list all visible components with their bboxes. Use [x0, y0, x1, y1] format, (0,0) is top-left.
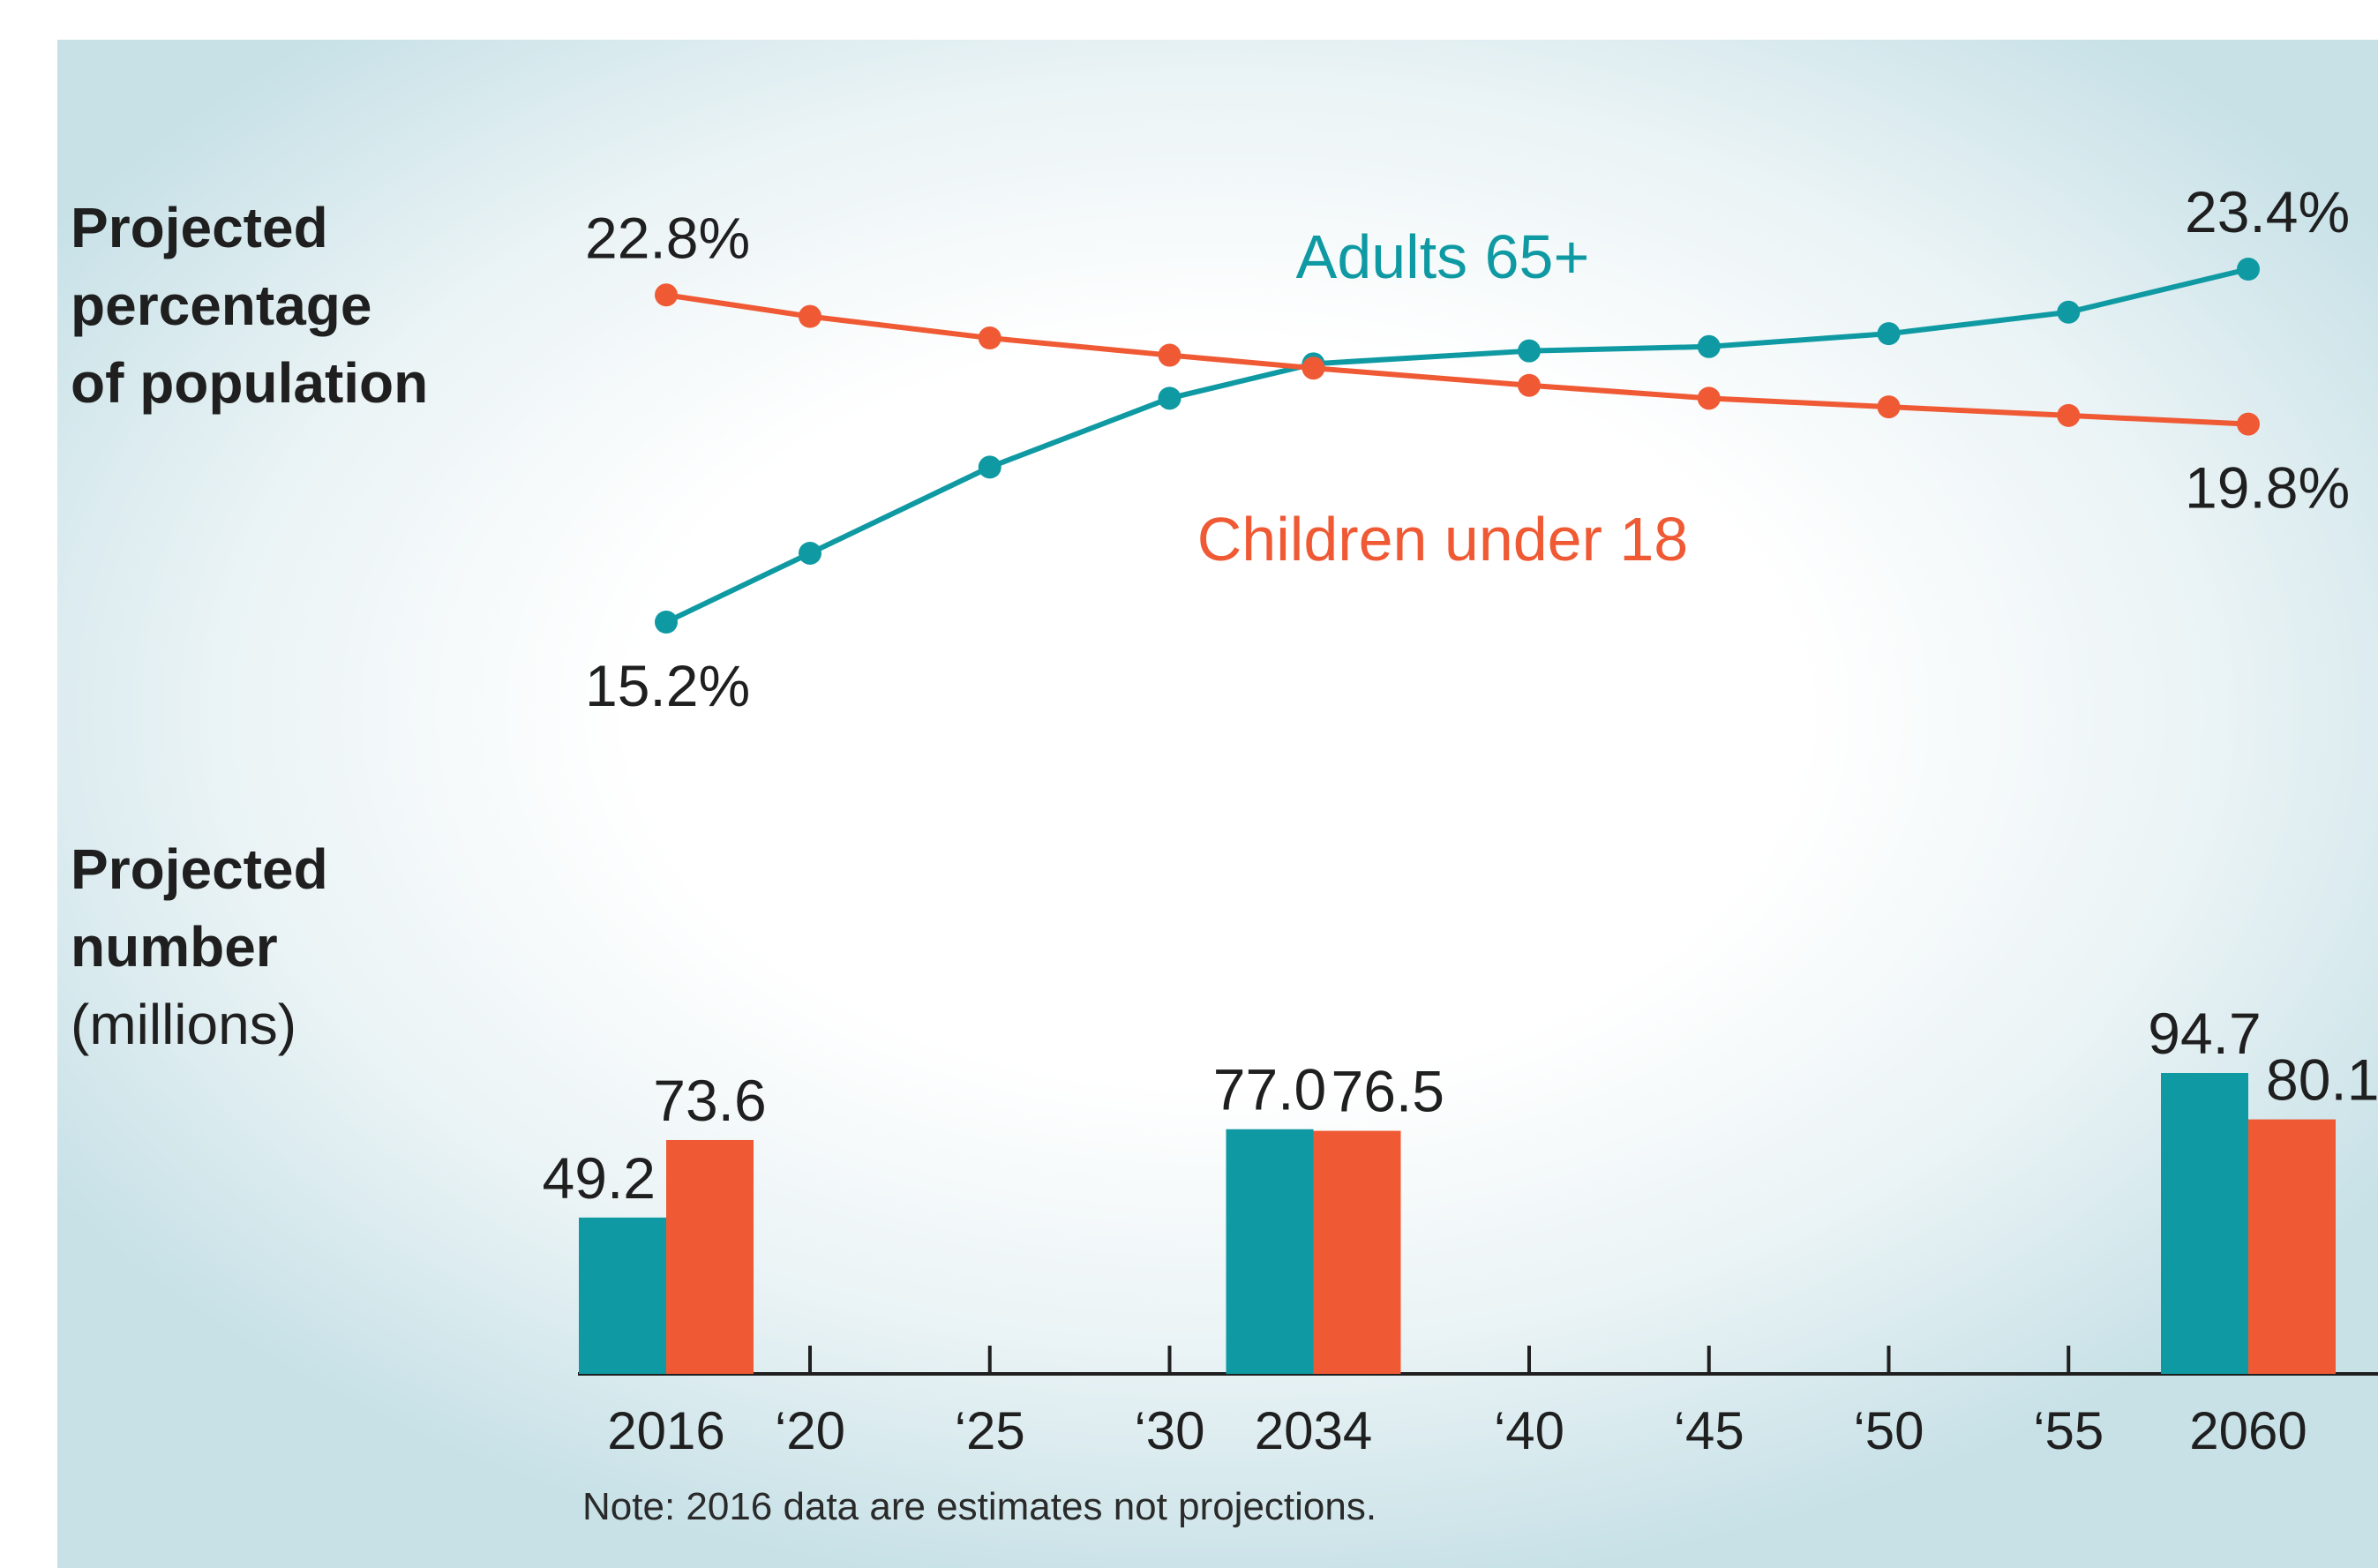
x-tick-label-2: ‘25	[955, 1401, 1025, 1460]
line-section-title-3: of population	[71, 351, 428, 415]
x-tick-label-7: ‘50	[1853, 1401, 1924, 1460]
x-tick-label-0: 2016	[607, 1401, 724, 1460]
data-point-0-6	[1697, 334, 1721, 358]
data-point-0-9	[2237, 258, 2260, 281]
x-tick-label-9: 2060	[2189, 1401, 2307, 1460]
data-point-0-1	[799, 541, 821, 565]
bar-0-1	[1226, 1129, 1314, 1374]
chart-svg: Projected percentage of population Proje…	[71, 179, 2378, 1528]
bar-1-1	[1313, 1130, 1401, 1374]
series-line-0	[664, 266, 2249, 625]
data-point-1-4	[1302, 356, 1325, 380]
data-point-1-0	[655, 283, 678, 307]
data-point-1-9	[2237, 412, 2260, 436]
bar-section-title-1: Projected	[71, 837, 328, 901]
chart-note: Note: 2016 data are estimates not projec…	[582, 1485, 1377, 1528]
data-point-1-7	[1877, 395, 1901, 419]
point-value-label-1: 15.2%	[585, 653, 750, 718]
bar-value-label-1-1: 76.5	[1332, 1059, 1444, 1124]
line-section-title-1: Projected	[71, 196, 328, 259]
data-point-0-0	[655, 611, 678, 634]
data-point-1-6	[1697, 386, 1721, 410]
data-point-1-3	[1158, 343, 1181, 367]
bar-0-2	[2161, 1073, 2248, 1374]
x-tick-label-5: ‘40	[1494, 1401, 1564, 1460]
bar-1-2	[2248, 1119, 2336, 1374]
point-value-label-3: 19.8%	[2185, 455, 2350, 521]
bar-chart: 2016 ‘20 ‘25 ‘30 2034 ‘40 ‘45 ‘50 ‘55 2060 49.2 73.…	[543, 1001, 2378, 1460]
chart-panel: Projected percentage of population Proje…	[57, 40, 2378, 1568]
data-point-0-2	[978, 455, 1001, 479]
data-point-1-1	[799, 304, 821, 328]
data-point-0-8	[2057, 300, 2081, 324]
bar-value-label-0-1: 77.0	[1213, 1057, 1326, 1122]
line-chart: 22.8% 15.2% 23.4% 19.8%	[585, 179, 2350, 718]
series-label-children: Children under 18	[1197, 505, 1688, 574]
line-section-title-2: percentage	[71, 274, 371, 337]
bar-section-title-2: number	[71, 915, 278, 979]
data-point-0-5	[1518, 339, 1541, 363]
x-tick-label-8: ‘55	[2033, 1401, 2104, 1460]
data-point-0-7	[1877, 322, 1901, 346]
x-tick-label-3: ‘30	[1134, 1401, 1204, 1460]
x-tick-label-4: 2034	[1255, 1401, 1372, 1460]
bar-value-label-1-0: 73.6	[653, 1068, 766, 1133]
point-value-label-0: 22.8%	[585, 205, 750, 270]
series-line-1	[665, 292, 2249, 427]
data-point-1-2	[978, 326, 1001, 350]
bar-0-0	[579, 1217, 666, 1374]
data-point-1-8	[2057, 403, 2081, 427]
point-value-label-2: 23.4%	[2185, 179, 2350, 244]
series-label-adults: Adults 65+	[1296, 222, 1590, 291]
data-point-1-5	[1518, 373, 1541, 397]
bar-value-label-1-2: 80.1	[2266, 1047, 2378, 1113]
x-tick-label-6: ‘45	[1674, 1401, 1744, 1460]
bar-1-0	[666, 1139, 754, 1374]
bar-value-label-0-0: 49.2	[543, 1145, 656, 1211]
bar-section-unit: (millions)	[71, 993, 296, 1056]
data-point-0-3	[1158, 386, 1181, 410]
bar-value-label-0-2: 94.7	[2148, 1001, 2261, 1066]
x-tick-label-1: ‘20	[775, 1401, 845, 1460]
